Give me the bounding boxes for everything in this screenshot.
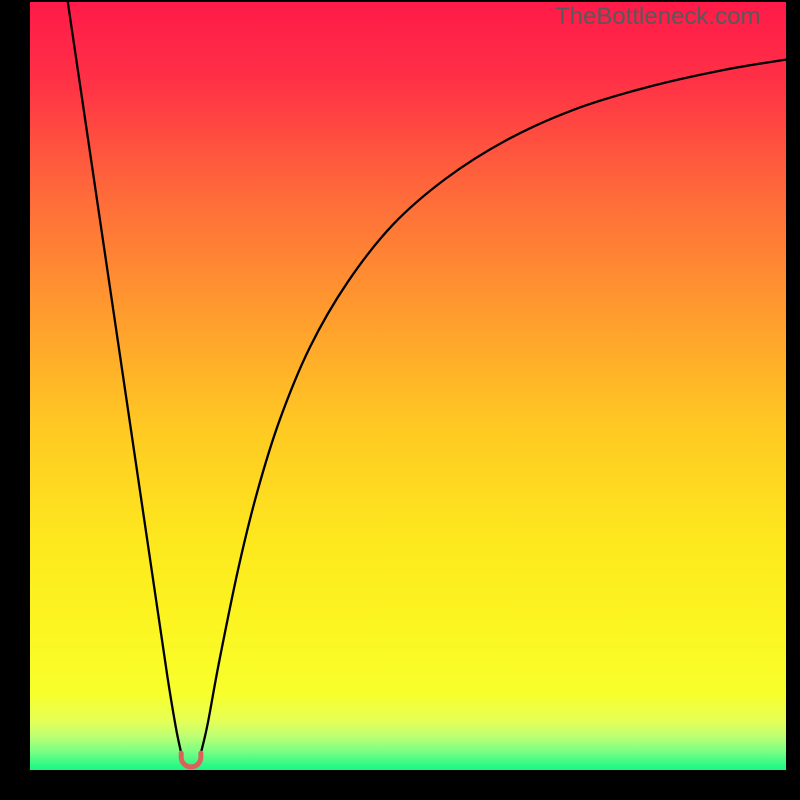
bottleneck-chart: [30, 2, 786, 770]
watermark-text: TheBottleneck.com: [555, 3, 760, 31]
gradient-background: [30, 2, 786, 770]
